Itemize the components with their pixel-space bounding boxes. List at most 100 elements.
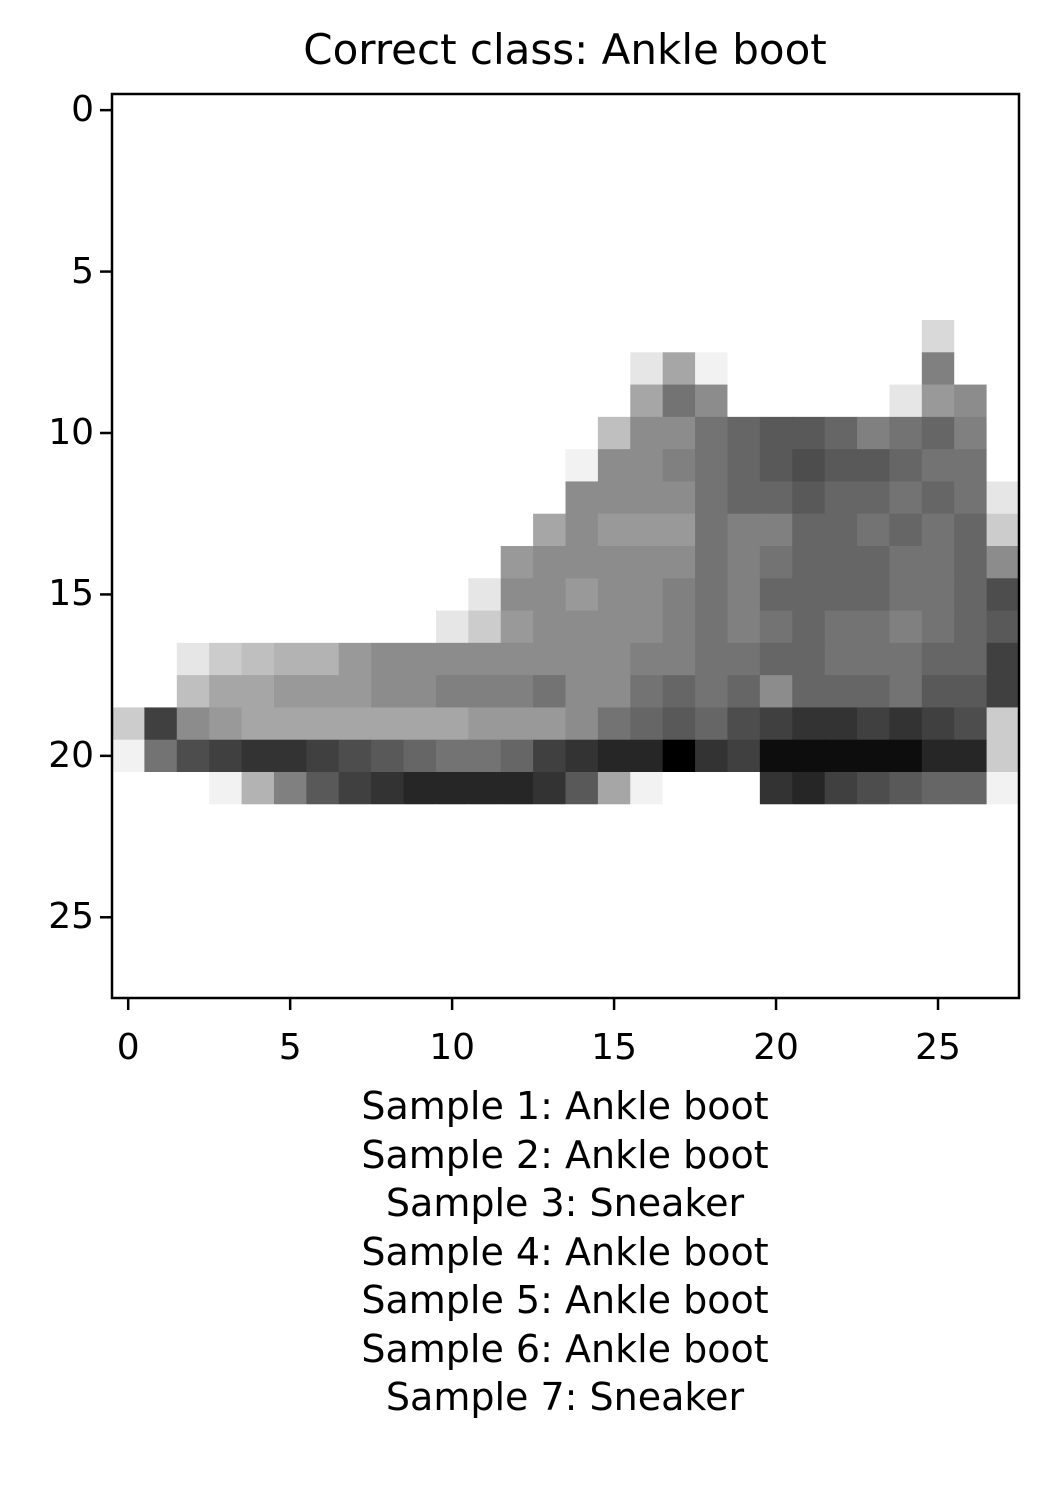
heatmap-cell xyxy=(338,384,372,418)
heatmap-cell xyxy=(209,707,243,741)
heatmap-cell xyxy=(921,610,955,644)
heatmap-cell xyxy=(533,933,567,967)
heatmap-cell xyxy=(435,675,469,709)
heatmap-cell xyxy=(954,642,988,676)
heatmap-cell xyxy=(306,287,340,321)
heatmap-cell xyxy=(921,965,955,999)
heatmap-cell xyxy=(695,158,729,192)
heatmap-cell xyxy=(792,578,826,612)
heatmap-cell xyxy=(403,255,437,289)
heatmap-cell xyxy=(889,675,923,709)
heatmap-cell xyxy=(112,965,145,999)
heatmap-cell xyxy=(695,223,729,257)
heatmap-cell xyxy=(792,707,826,741)
heatmap-cell xyxy=(403,933,437,967)
heatmap-cell xyxy=(889,190,923,224)
heatmap-cell xyxy=(533,384,567,418)
heatmap-cell xyxy=(176,255,210,289)
heatmap-cell xyxy=(306,94,340,127)
heatmap-cell xyxy=(921,158,955,192)
heatmap-cell xyxy=(533,287,567,321)
heatmap-cell xyxy=(662,707,696,741)
heatmap-cell xyxy=(921,675,955,709)
heatmap-cell xyxy=(662,416,696,450)
heatmap-cell xyxy=(468,94,502,127)
heatmap-cell xyxy=(630,190,664,224)
heatmap-cell xyxy=(857,675,891,709)
heatmap-cell xyxy=(824,158,858,192)
heatmap-cell xyxy=(241,675,275,709)
heatmap-cell xyxy=(144,642,178,676)
heatmap-cell xyxy=(986,255,1020,289)
heatmap-cell xyxy=(112,739,145,773)
heatmap-cell xyxy=(176,578,210,612)
y-tick-label: 10 xyxy=(48,412,94,453)
caption-sample-3: Sample 3: Sneaker xyxy=(385,1181,745,1225)
heatmap-cell xyxy=(273,320,307,353)
heatmap-cell xyxy=(306,320,340,353)
heatmap-cell xyxy=(695,836,729,870)
heatmap-cell xyxy=(759,449,793,483)
heatmap-cell xyxy=(112,610,145,644)
heatmap-cell xyxy=(338,255,372,289)
heatmap-cell xyxy=(597,772,631,805)
heatmap-cell xyxy=(954,320,988,353)
heatmap-cell xyxy=(371,965,405,999)
heatmap-cell xyxy=(565,868,599,902)
heatmap-cell xyxy=(597,868,631,902)
heatmap-cell xyxy=(338,868,372,902)
heatmap-cell xyxy=(727,707,761,741)
heatmap-cell xyxy=(727,190,761,224)
heatmap-cell xyxy=(338,707,372,741)
heatmap-cell xyxy=(954,190,988,224)
heatmap-cell xyxy=(727,158,761,192)
heatmap-cell xyxy=(144,384,178,418)
heatmap-cell xyxy=(468,610,502,644)
heatmap-cell xyxy=(338,513,372,547)
heatmap-cell xyxy=(695,965,729,999)
heatmap-cell xyxy=(273,901,307,935)
heatmap-cell xyxy=(338,933,372,967)
heatmap-cell xyxy=(792,320,826,353)
heatmap-cell xyxy=(727,384,761,418)
heatmap-cell xyxy=(921,578,955,612)
heatmap-cell xyxy=(209,94,243,127)
heatmap-cell xyxy=(695,772,729,805)
heatmap-cell xyxy=(176,642,210,676)
heatmap-cell xyxy=(986,772,1020,805)
heatmap-cell xyxy=(435,642,469,676)
heatmap-cell xyxy=(565,901,599,935)
heatmap-cell xyxy=(306,739,340,773)
heatmap-cell xyxy=(986,513,1020,547)
heatmap-cell xyxy=(921,933,955,967)
heatmap-cell xyxy=(209,739,243,773)
heatmap-cell xyxy=(176,190,210,224)
heatmap-cell xyxy=(921,772,955,805)
heatmap-cell xyxy=(273,707,307,741)
heatmap-cell xyxy=(468,287,502,321)
heatmap-cell xyxy=(630,546,664,579)
heatmap-cell xyxy=(209,449,243,483)
heatmap-cell xyxy=(662,158,696,192)
heatmap-cell xyxy=(533,965,567,999)
x-tick-label: 5 xyxy=(278,1027,302,1068)
heatmap-cell xyxy=(176,933,210,967)
heatmap-cell xyxy=(759,546,793,579)
heatmap-cell xyxy=(435,965,469,999)
heatmap-cell xyxy=(565,546,599,579)
heatmap-cell xyxy=(889,416,923,450)
heatmap-cell xyxy=(630,675,664,709)
heatmap-cell xyxy=(468,449,502,483)
heatmap-cell xyxy=(273,642,307,676)
heatmap-cell xyxy=(727,94,761,127)
heatmap-cell xyxy=(986,610,1020,644)
heatmap-cell xyxy=(954,255,988,289)
heatmap-cell xyxy=(500,578,534,612)
heatmap-cell xyxy=(273,94,307,127)
heatmap-cell xyxy=(662,804,696,838)
heatmap-cell xyxy=(338,642,372,676)
heatmap-cell xyxy=(662,965,696,999)
caption-sample-4: Sample 4: Ankle boot xyxy=(361,1229,769,1274)
heatmap-cell xyxy=(727,126,761,160)
heatmap-cell xyxy=(209,126,243,160)
